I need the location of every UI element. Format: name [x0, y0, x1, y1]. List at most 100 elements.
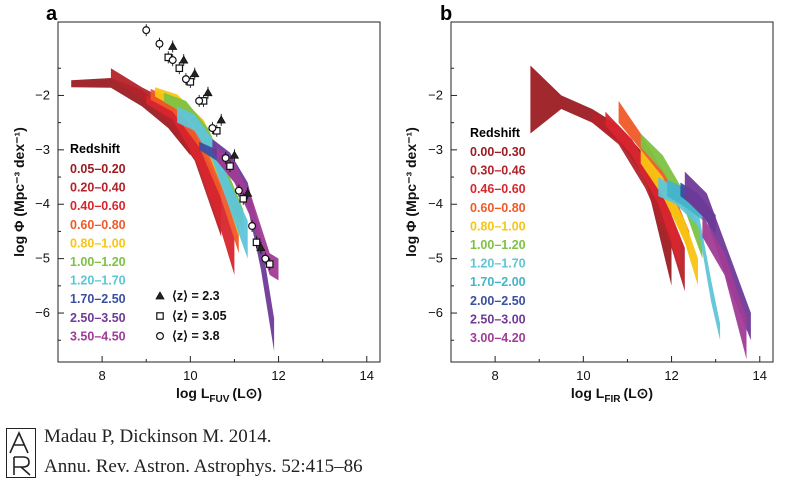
panel-a-marker-2-point-6 — [221, 154, 230, 163]
panel-a-marker-1-point-6 — [239, 195, 248, 203]
panel-b-legend-item-9: 2.50–3.00 — [470, 312, 526, 326]
figure: a 8 10 12 14−2−3−4−5−6 log Φ (Mpc⁻³ dex⁻¹) … — [11, 3, 774, 405]
panel-a-legend-item-3: 0.60–0.80 — [70, 218, 126, 232]
annual-reviews-logo-icon — [6, 428, 36, 478]
panel-b: b 8 10 12 14−2−3−4−5−6 log Φ (Mpc⁻³ dex⁻¹) … — [403, 3, 774, 405]
panel-a-xlabel-main: log L — [176, 385, 210, 401]
panel-a-marker-2-point-3 — [181, 75, 190, 84]
panel-b-band-2 — [605, 111, 681, 270]
panel-a-ytick-label-4: −6 — [35, 305, 50, 320]
panel-b-ytick-label-0: −2 — [428, 87, 443, 102]
panel-b-xtick-label-0: 8 — [491, 368, 498, 383]
panel-b-xlabel-unit: (L⊙) — [623, 385, 653, 401]
panel-a-ytick-label-2: −4 — [35, 196, 50, 211]
panel-b-legend-item-3: 0.60–0.80 — [470, 201, 526, 215]
panel-a-marker-legend-symbol-2 — [156, 332, 165, 341]
panel-a-band-7 — [199, 141, 253, 216]
panel-a-marker-legend-symbol-0 — [155, 291, 165, 300]
panel-a-marker-0-point-1 — [179, 55, 189, 64]
panel-a-legend-item-0: 0.05–0.20 — [70, 162, 126, 176]
panel-a-marker-legend-label-1: ⟨z⟩ = 3.05 — [172, 309, 227, 323]
panel-b-band-4 — [640, 149, 698, 286]
panel-a-band-6 — [177, 106, 248, 259]
panel-a-frame — [57, 21, 381, 363]
panel-b-xlabel-main: log L — [571, 385, 605, 401]
panel-a-legend-title: Redshift — [70, 142, 121, 156]
panel-a-marker-2-point-0 — [142, 26, 151, 35]
panel-a-marker-1-point-1 — [175, 64, 184, 73]
panel-a-xlabel: log LFUV (L⊙) — [176, 385, 262, 405]
panel-b-band-1 — [592, 111, 685, 292]
panel-a-marker-legend-label-2: ⟨z⟩ = 3.8 — [172, 329, 220, 343]
panel-a-legend-item-4: 0.80–1.00 — [70, 236, 126, 250]
panel-a-marker-2-point-4 — [195, 96, 204, 105]
panel-a-xlabel-unit: (L⊙) — [232, 385, 262, 401]
panel-b-ytick-label-2: −4 — [428, 196, 443, 211]
citation-line-2: Annu. Rev. Astron. Astrophys. 52:415–86 — [44, 456, 363, 477]
panel-a-letter: a — [46, 3, 58, 25]
panel-a-marker-0-point-2 — [190, 68, 200, 78]
panel-a-marker-1-point-7 — [252, 238, 261, 247]
panel-b-series — [530, 65, 751, 360]
panel-a-legend: 0.05–0.20 0.20–0.40 0.40–0.60 0.60–0.80 0.80… — [70, 162, 126, 343]
panel-a-marker-0-point-0 — [167, 41, 178, 50]
panel-b-band-5 — [640, 133, 703, 259]
citation-line-1: Madau P, Dickinson M. 2014. — [44, 426, 272, 447]
panel-a-marker-0-point-3 — [203, 87, 213, 97]
panel-a-marker-0-point-5 — [229, 150, 240, 159]
panel-a-marker-legend-symbol-1 — [156, 312, 164, 320]
panel-b-xtick-label-3: 14 — [753, 368, 767, 383]
panel-a-markers — [142, 24, 274, 271]
panel-b-xlabel: log LFIR (L⊙) — [571, 385, 653, 405]
panel-b-legend-item-1: 0.30–0.46 — [470, 164, 526, 178]
panel-a-legend-item-2: 0.40–0.60 — [70, 199, 126, 213]
panel-a-marker-0-point-6 — [242, 188, 253, 197]
panel-b-ylabel: log Φ (Mpc⁻³ dex⁻¹) — [403, 127, 419, 257]
panel-a-xtick-label-1: 10 — [183, 368, 197, 383]
panel-a-ytick-label-1: −3 — [35, 142, 50, 157]
panel-a-ticks: 8 10 12 14 −2 −3 −4 −5 −6 — [35, 67, 374, 383]
panel-a-xtick-label-3: 14 — [360, 368, 374, 383]
panel-b-xlabel-sub: FIR — [604, 394, 621, 405]
panel-a-legend-item-5: 1.00–1.20 — [70, 255, 126, 269]
panel-a-marker-1-point-8 — [265, 260, 274, 268]
panel-a-marker-legend-label-0: ⟨z⟩ = 2.3 — [172, 289, 220, 303]
panel-b-legend-title: Redshift — [470, 126, 521, 140]
panel-a-marker-0-point-4 — [216, 115, 226, 124]
panel-b-legend-item-5: 1.00–1.20 — [470, 238, 526, 252]
panel-b-ytick-label-1: −3 — [428, 142, 443, 157]
panel-b-legend-item-7: 1.70–2.00 — [470, 275, 526, 289]
panel-b-band-0 — [530, 65, 672, 286]
panel-a-marker-2-point-5 — [208, 124, 217, 133]
panel-b-band-3 — [618, 100, 690, 254]
panel-a-legend-item-7: 1.70–2.50 — [70, 292, 126, 306]
panel-b-legend-item-4: 0.80–1.00 — [470, 219, 526, 233]
panel-a-marker-1-point-5 — [226, 162, 234, 170]
panel-b-legend-item-6: 1.20–1.70 — [470, 257, 526, 271]
panel-a-legend-item-8: 2.50–3.50 — [70, 311, 126, 325]
panel-a-ytick-label-3: −5 — [35, 251, 50, 266]
panel-a-ylabel: log Φ (Mpc⁻³ dex⁻¹) — [11, 127, 27, 257]
panel-b-band-7 — [667, 179, 707, 224]
panel-b-xtick-label-2: 12 — [664, 368, 678, 383]
panel-a: a 8 10 12 14−2−3−4−5−6 log Φ (Mpc⁻³ dex⁻¹) … — [11, 3, 381, 405]
panel-a-ytick-label-0: −2 — [35, 87, 50, 102]
panel-b-xtick-label-1: 10 — [576, 368, 590, 383]
panel-a-marker-2-point-9 — [261, 254, 270, 263]
panel-a-xtick-label-0: 8 — [98, 368, 105, 383]
panel-a-xtick-label-2: 12 — [271, 368, 285, 383]
panel-b-legend-item-10: 3.00–4.20 — [470, 331, 526, 345]
panel-b-legend: 0.00–0.30 0.30–0.46 0.46–0.60 0.60–0.80 0.80… — [470, 145, 526, 345]
panel-a-marker-2-point-1 — [155, 39, 164, 48]
panel-b-legend-item-8: 2.00–2.50 — [470, 294, 526, 308]
panel-b-letter: b — [440, 3, 452, 25]
panel-b-ticks: 8 10 12 14 −2 −3 −4 −5 −6 — [428, 67, 767, 383]
panel-b-legend-item-0: 0.00–0.30 — [470, 145, 526, 159]
panel-a-legend-item-6: 1.20–1.70 — [70, 274, 126, 288]
panel-a-marker-2-point-8 — [248, 222, 257, 231]
panel-b-ytick-label-4: −6 — [428, 305, 443, 320]
panel-b-frame — [450, 21, 774, 363]
panel-a-marker-legend: ⟨z⟩ = 2.3 ⟨z⟩ = 3.05 ⟨z⟩ = 3.8 — [155, 289, 227, 343]
panel-a-legend-item-9: 3.50–4.50 — [70, 329, 126, 343]
panel-b-band-10 — [702, 215, 747, 360]
